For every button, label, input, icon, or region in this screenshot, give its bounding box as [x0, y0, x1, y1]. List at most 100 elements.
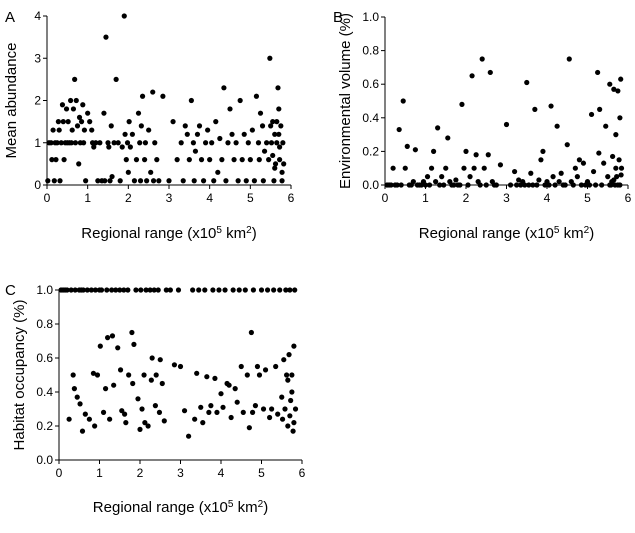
data-point: [453, 177, 459, 183]
data-point: [281, 357, 287, 363]
data-point: [126, 119, 132, 125]
data-point: [404, 143, 410, 149]
data-point: [254, 363, 261, 370]
data-point: [126, 372, 132, 378]
data-point: [554, 123, 560, 129]
data-point: [279, 169, 285, 175]
data-point: [156, 178, 162, 184]
data-point: [63, 106, 70, 112]
data-point: [123, 157, 129, 163]
data-point: [252, 403, 259, 409]
data-point: [122, 131, 128, 137]
panel-letter: A: [5, 9, 15, 26]
data-point: [125, 169, 131, 175]
data-point: [225, 140, 231, 146]
x-tick-label: 2: [125, 191, 132, 205]
data-point: [611, 177, 617, 183]
data-point: [196, 123, 203, 129]
data-point: [236, 287, 242, 293]
data-point: [221, 85, 227, 91]
data-point: [610, 153, 616, 160]
data-point: [243, 178, 249, 184]
data-point: [218, 391, 224, 397]
data-point: [590, 168, 597, 175]
data-point: [255, 140, 262, 146]
data-point: [184, 131, 190, 137]
data-point: [93, 140, 99, 146]
data-point: [457, 182, 463, 188]
data-point: [481, 165, 487, 171]
data-point: [277, 157, 283, 163]
data-point: [79, 428, 86, 434]
data-point: [181, 408, 188, 414]
data-point: [121, 287, 127, 293]
data-point: [117, 178, 123, 184]
y-tick-label: 3: [34, 51, 41, 65]
data-point: [247, 157, 253, 163]
data-point: [70, 106, 77, 112]
data-point: [605, 174, 611, 180]
data-point: [283, 287, 289, 293]
data-point: [214, 409, 220, 415]
data-point: [54, 140, 60, 146]
data-point: [90, 370, 97, 376]
data-point: [135, 396, 141, 402]
data-point: [73, 97, 79, 104]
data-point: [548, 103, 554, 109]
data-point: [113, 287, 119, 293]
data-point: [101, 110, 107, 116]
data-point: [175, 287, 182, 293]
data-point: [129, 131, 135, 137]
data-point: [487, 69, 493, 76]
data-point: [234, 399, 240, 405]
data-point: [580, 160, 587, 166]
data-point: [141, 372, 147, 378]
data-point: [463, 148, 469, 154]
data-point: [269, 406, 275, 412]
data-point: [171, 362, 178, 368]
data-point: [109, 287, 115, 293]
data-point: [289, 372, 295, 378]
data-point: [570, 182, 576, 188]
data-point: [289, 389, 295, 395]
data-point: [439, 174, 445, 180]
data-point: [516, 177, 522, 183]
data-point: [98, 287, 105, 293]
data-point: [159, 380, 165, 387]
data-point: [443, 165, 449, 171]
data-point: [428, 165, 435, 171]
data-point: [113, 76, 119, 82]
data-point: [103, 34, 109, 40]
data-point: [117, 367, 124, 373]
x-tick-label: 1: [84, 191, 91, 205]
data-point: [74, 123, 81, 129]
data-point: [279, 178, 285, 184]
data-point: [82, 411, 88, 417]
data-point: [227, 106, 233, 112]
data-point: [108, 123, 114, 129]
data-point: [72, 140, 79, 146]
data-point: [467, 174, 473, 180]
data-point: [402, 165, 408, 171]
data-point: [238, 363, 244, 370]
data-point: [601, 160, 607, 166]
data-point: [86, 416, 92, 422]
data-point: [107, 416, 113, 422]
data-point: [206, 409, 212, 415]
panel-letter: C: [5, 282, 16, 299]
data-point: [97, 343, 103, 349]
data-point: [153, 372, 159, 378]
data-point: [105, 140, 111, 146]
data-point: [139, 406, 145, 412]
data-point: [115, 140, 121, 146]
data-point: [239, 157, 245, 163]
data-point: [131, 341, 137, 347]
x-tick-label: 5: [258, 466, 265, 480]
data-point: [102, 386, 109, 392]
data-point: [58, 140, 64, 146]
data-point: [154, 157, 160, 163]
data-point: [129, 329, 135, 336]
data-point: [275, 85, 281, 91]
data-point: [277, 144, 283, 150]
data-point: [186, 157, 192, 163]
